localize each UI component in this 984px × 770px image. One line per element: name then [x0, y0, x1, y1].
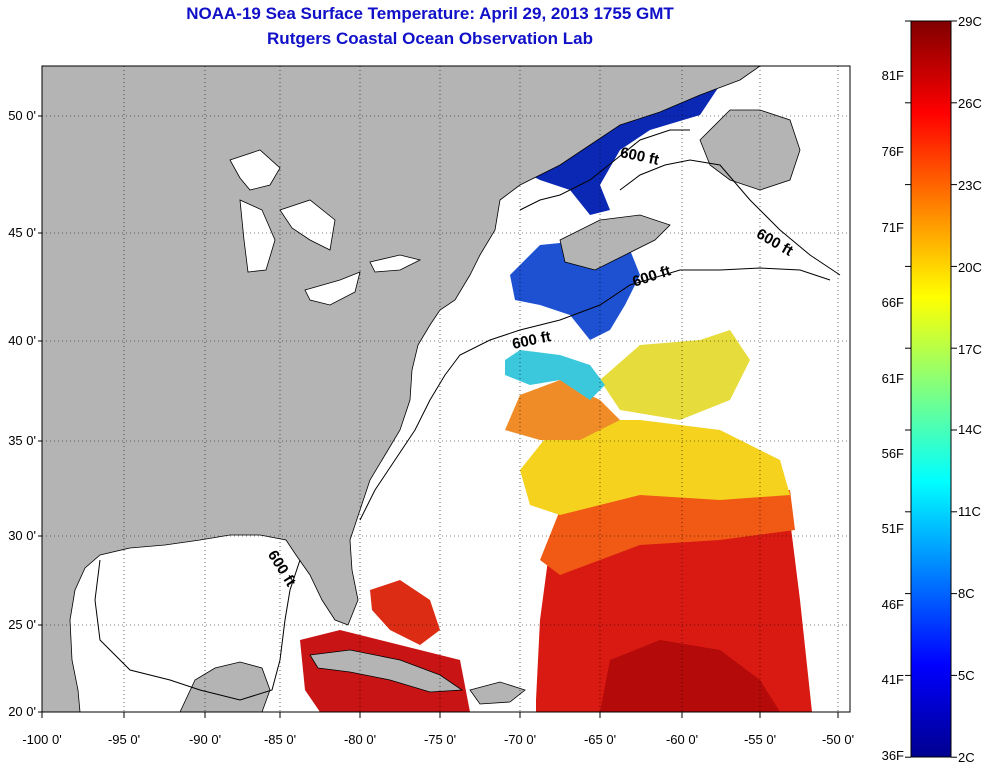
lon-tick-label: -90 0' — [188, 732, 222, 747]
map-subtitle: Rutgers Coastal Ocean Observation Lab — [267, 29, 593, 48]
axis-ticks — [38, 115, 839, 718]
lon-tick-label: -50 0' — [821, 732, 855, 747]
sst-cyan-slope — [505, 350, 605, 400]
colorbar-fahrenheit-label: 51F — [881, 521, 904, 536]
lon-tick-label: -55 0' — [743, 732, 777, 747]
lon-tick-label: -80 0' — [343, 732, 377, 747]
lat-tick-label: 35 0' — [8, 433, 36, 448]
sst-st-lawrence — [520, 85, 720, 215]
lon-tick-label: -65 0' — [583, 732, 617, 747]
lon-tick-label: -85 0' — [263, 732, 297, 747]
colorbar-fahrenheit-label: 46F — [881, 597, 904, 612]
colorbar-celsius-label: 2C — [958, 750, 975, 765]
colorbar-celsius-label: 23C — [958, 178, 982, 193]
colorbar-fahrenheit-label: 66F — [881, 295, 904, 310]
lon-tick-label: -60 0' — [665, 732, 699, 747]
colorbar-celsius-label: 20C — [958, 260, 982, 275]
newfoundland — [699, 109, 801, 191]
colorbar-fahrenheit-label: 81F — [881, 68, 904, 83]
lat-tick-label: 50 0' — [8, 108, 36, 123]
colorbar-celsius-label: 29C — [958, 14, 982, 29]
colorbar-celsius-label: 26C — [958, 96, 982, 111]
hispaniola — [469, 681, 526, 705]
colorbar-fahrenheit-label: 41F — [881, 672, 904, 687]
colorbar-fahrenheit-label: 56F — [881, 446, 904, 461]
great-lakes — [229, 149, 422, 306]
colorbar-celsius-label: 11C — [958, 504, 981, 519]
colorbar-celsius-label: 14C — [958, 422, 982, 437]
map-frame — [41, 65, 851, 713]
lon-tick-label: -75 0' — [423, 732, 457, 747]
sst-hot-core — [600, 640, 780, 712]
colorbar-celsius-label: 8C — [958, 586, 975, 601]
colorbar-celsius-label: 17C — [958, 342, 982, 357]
sst-bahamas — [370, 580, 440, 645]
colorbar — [910, 20, 952, 758]
lon-tick-label: -100 0' — [22, 732, 62, 747]
colorbar-celsius-label: 5C — [958, 668, 975, 683]
sst-orange-patches — [505, 380, 620, 440]
lat-tick-label: 30 0' — [8, 528, 36, 543]
colorbar-fahrenheit-label: 36F — [881, 748, 904, 763]
sst-orange-band — [540, 490, 795, 575]
colorbar-fahrenheit-label: 61F — [881, 371, 904, 386]
sst-midlat-yellow — [600, 330, 750, 420]
lat-tick-label: 40 0' — [8, 333, 36, 348]
colorbar-fahrenheit-label: 76F — [881, 144, 904, 159]
cuba — [309, 649, 464, 693]
lat-tick-label: 45 0' — [8, 225, 36, 240]
lon-tick-label: -70 0' — [503, 732, 537, 747]
colorbar-fahrenheit-label: 71F — [881, 220, 904, 235]
colorbar-ticks — [905, 20, 957, 758]
map-title: NOAA-19 Sea Surface Temperature: April 2… — [186, 4, 674, 23]
lat-tick-label: 20 0' — [8, 704, 36, 719]
sst-warm-region — [536, 520, 812, 712]
nova-scotia — [559, 214, 671, 271]
lon-tick-label: -95 0' — [107, 732, 141, 747]
sst-gulf-of-maine — [510, 240, 640, 340]
sst-yellow-band — [520, 420, 790, 515]
yucatan — [179, 661, 271, 712]
lat-tick-label: 25 0' — [8, 617, 36, 632]
